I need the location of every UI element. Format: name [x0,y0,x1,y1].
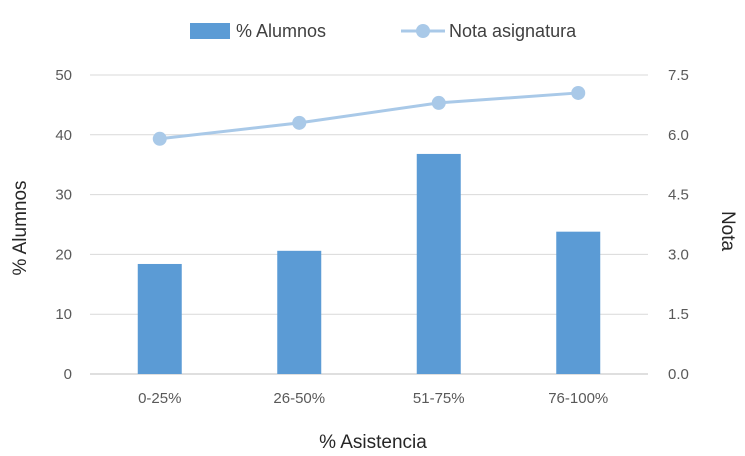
right-axis-ticks: 0.0 1.5 3.0 4.5 6.0 7.5 [668,67,689,383]
x-tick-label: 0-25% [138,390,181,407]
left-tick-label: 0 [64,366,72,383]
left-axis-ticks: 0 10 20 30 40 50 [55,67,72,383]
bar [137,263,182,374]
right-tick-label: 7.5 [668,67,689,84]
legend-bar-swatch [190,23,230,39]
x-axis-title: % Asistencia [319,432,427,453]
x-tick-label: 51-75% [413,390,465,407]
right-tick-label: 3.0 [668,246,689,263]
left-tick-label: 30 [55,187,72,204]
left-tick-label: 40 [55,127,72,144]
series-line [159,91,579,141]
left-tick-label: 50 [55,67,72,84]
right-tick-label: 1.5 [668,306,689,323]
left-axis-title: % Alumnos [10,180,31,275]
legend: % Alumnos Nota asignatura [190,21,577,41]
right-tick-label: 0.0 [668,366,689,383]
legend-line-label: Nota asignatura [449,21,577,41]
legend-line-marker [416,24,430,38]
line-point [431,95,446,110]
x-axis-ticks: 0-25% 26-50% 51-75% 76-100% [138,390,608,407]
line-point [571,85,586,100]
bar [556,231,601,374]
line-point [152,131,167,146]
legend-bar-label: % Alumnos [236,21,326,41]
right-tick-label: 4.5 [668,187,689,204]
left-tick-label: 20 [55,246,72,263]
bar [277,250,322,374]
line-series [152,85,586,146]
bar-series [137,153,601,374]
x-tick-label: 76-100% [548,390,608,407]
right-axis-title: Nota [717,211,738,252]
bar [416,153,461,374]
x-tick-label: 26-50% [273,390,325,407]
left-tick-label: 10 [55,306,72,323]
line-point [292,115,307,130]
right-tick-label: 6.0 [668,127,689,144]
